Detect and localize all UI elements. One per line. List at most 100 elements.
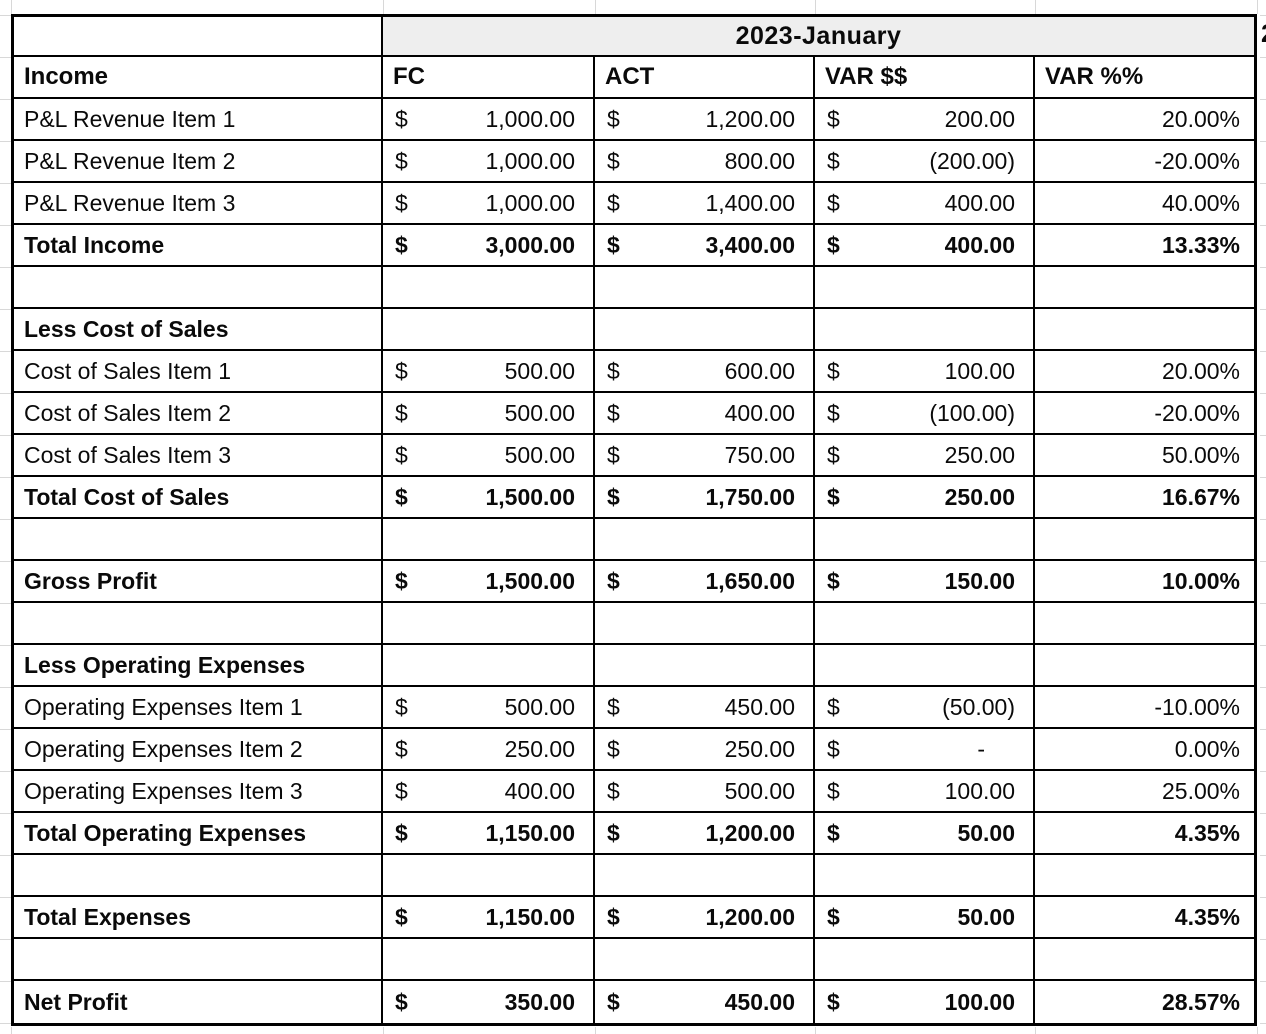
- cell-var-dollar-value[interactable]: $50.00: [815, 813, 1035, 855]
- cell-var-dollar-value[interactable]: [815, 645, 1035, 687]
- cell-var-percent-value[interactable]: 20.00%: [1035, 351, 1254, 393]
- cell-row-label[interactable]: Operating Expenses Item 3: [14, 771, 383, 813]
- cell-fc-value[interactable]: [383, 267, 595, 309]
- cell-var-percent-value[interactable]: [1035, 519, 1254, 561]
- cell-row-label[interactable]: Operating Expenses Item 2: [14, 729, 383, 771]
- cell-row-label[interactable]: Net Profit: [14, 981, 383, 1023]
- cell-act-value[interactable]: [595, 309, 815, 351]
- column-header-act[interactable]: ACT: [595, 57, 815, 99]
- cell-row-label[interactable]: P&L Revenue Item 1: [14, 99, 383, 141]
- column-header-fc[interactable]: FC: [383, 57, 595, 99]
- cell-fc-value[interactable]: $250.00: [383, 729, 595, 771]
- cell-var-dollar-value[interactable]: $100.00: [815, 981, 1035, 1023]
- cell-row-label[interactable]: [14, 855, 383, 897]
- cell-row-label[interactable]: Cost of Sales Item 3: [14, 435, 383, 477]
- cell-var-dollar-value[interactable]: [815, 519, 1035, 561]
- cell-fc-value[interactable]: $350.00: [383, 981, 595, 1023]
- cell-var-dollar-value[interactable]: $200.00: [815, 99, 1035, 141]
- cell-fc-value[interactable]: $1,150.00: [383, 813, 595, 855]
- cell-var-dollar-value[interactable]: $250.00: [815, 435, 1035, 477]
- cell-row-label[interactable]: Total Expenses: [14, 897, 383, 939]
- cell-var-percent-value[interactable]: -10.00%: [1035, 687, 1254, 729]
- cell-fc-value[interactable]: $1,150.00: [383, 897, 595, 939]
- cell-var-percent-value[interactable]: -20.00%: [1035, 141, 1254, 183]
- column-header-income[interactable]: Income: [14, 57, 383, 99]
- cell-row-label[interactable]: [14, 939, 383, 981]
- cell-fc-value[interactable]: $1,000.00: [383, 141, 595, 183]
- cell-var-dollar-value[interactable]: $150.00: [815, 561, 1035, 603]
- cell-fc-value[interactable]: $1,000.00: [383, 99, 595, 141]
- cell-var-dollar-value[interactable]: $ -: [815, 729, 1035, 771]
- cell-var-percent-value[interactable]: [1035, 603, 1254, 645]
- cell-fc-value[interactable]: [383, 309, 595, 351]
- cell-var-percent-value[interactable]: [1035, 939, 1254, 981]
- cell-var-dollar-value[interactable]: $ (200.00): [815, 141, 1035, 183]
- cell-var-dollar-value[interactable]: [815, 855, 1035, 897]
- cell-var-dollar-value[interactable]: $400.00: [815, 183, 1035, 225]
- cell-fc-value[interactable]: $500.00: [383, 435, 595, 477]
- cell-var-percent-value[interactable]: 40.00%: [1035, 183, 1254, 225]
- cell-var-dollar-value[interactable]: $100.00: [815, 351, 1035, 393]
- cell-row-label[interactable]: [14, 603, 383, 645]
- cell-act-value[interactable]: [595, 267, 815, 309]
- cell-row-label[interactable]: [14, 267, 383, 309]
- cell-var-dollar-value[interactable]: $ (100.00): [815, 393, 1035, 435]
- cell-row-label[interactable]: P&L Revenue Item 2: [14, 141, 383, 183]
- cell-var-percent-value[interactable]: 28.57%: [1035, 981, 1254, 1023]
- cell-var-dollar-value[interactable]: [815, 309, 1035, 351]
- cell-var-dollar-value[interactable]: $100.00: [815, 771, 1035, 813]
- cell-fc-value[interactable]: $500.00: [383, 351, 595, 393]
- cell-row-label[interactable]: Less Operating Expenses: [14, 645, 383, 687]
- month-header-cell[interactable]: 2023-January: [383, 17, 1254, 57]
- cell-var-percent-value[interactable]: [1035, 309, 1254, 351]
- cell-fc-value[interactable]: $1,500.00: [383, 561, 595, 603]
- cell-var-dollar-value[interactable]: [815, 267, 1035, 309]
- cell-row-label[interactable]: Total Income: [14, 225, 383, 267]
- cell-var-dollar-value[interactable]: $ (50.00): [815, 687, 1035, 729]
- corner-cell[interactable]: [14, 17, 383, 57]
- column-header-var-percent[interactable]: VAR %%: [1035, 57, 1254, 99]
- cell-act-value[interactable]: $600.00: [595, 351, 815, 393]
- cell-var-percent-value[interactable]: [1035, 855, 1254, 897]
- cell-row-label[interactable]: [14, 519, 383, 561]
- cell-var-percent-value[interactable]: 16.67%: [1035, 477, 1254, 519]
- cell-var-percent-value[interactable]: [1035, 645, 1254, 687]
- column-header-var-dollar[interactable]: VAR $$: [815, 57, 1035, 99]
- cell-var-dollar-value[interactable]: $250.00: [815, 477, 1035, 519]
- cell-var-percent-value[interactable]: 4.35%: [1035, 813, 1254, 855]
- cell-row-label[interactable]: P&L Revenue Item 3: [14, 183, 383, 225]
- cell-fc-value[interactable]: $1,000.00: [383, 183, 595, 225]
- cell-var-percent-value[interactable]: 10.00%: [1035, 561, 1254, 603]
- cell-act-value[interactable]: $800.00: [595, 141, 815, 183]
- cell-var-percent-value[interactable]: 25.00%: [1035, 771, 1254, 813]
- cell-var-dollar-value[interactable]: $50.00: [815, 897, 1035, 939]
- cell-act-value[interactable]: $400.00: [595, 393, 815, 435]
- cell-fc-value[interactable]: [383, 645, 595, 687]
- cell-act-value[interactable]: $250.00: [595, 729, 815, 771]
- cell-row-label[interactable]: Total Operating Expenses: [14, 813, 383, 855]
- cell-act-value[interactable]: [595, 519, 815, 561]
- cell-act-value[interactable]: [595, 603, 815, 645]
- cell-row-label[interactable]: Gross Profit: [14, 561, 383, 603]
- cell-row-label[interactable]: Less Cost of Sales: [14, 309, 383, 351]
- cell-act-value[interactable]: $750.00: [595, 435, 815, 477]
- cell-var-percent-value[interactable]: 20.00%: [1035, 99, 1254, 141]
- cell-var-percent-value[interactable]: 0.00%: [1035, 729, 1254, 771]
- cell-fc-value[interactable]: $1,500.00: [383, 477, 595, 519]
- cell-act-value[interactable]: $1,750.00: [595, 477, 815, 519]
- cell-act-value[interactable]: $1,200.00: [595, 897, 815, 939]
- cell-row-label[interactable]: Total Cost of Sales: [14, 477, 383, 519]
- cell-act-value[interactable]: $1,200.00: [595, 99, 815, 141]
- cell-act-value[interactable]: $1,200.00: [595, 813, 815, 855]
- cell-act-value[interactable]: $450.00: [595, 687, 815, 729]
- cell-var-percent-value[interactable]: 50.00%: [1035, 435, 1254, 477]
- cell-act-value[interactable]: [595, 855, 815, 897]
- cell-var-percent-value[interactable]: 13.33%: [1035, 225, 1254, 267]
- cell-act-value[interactable]: $500.00: [595, 771, 815, 813]
- cell-var-dollar-value[interactable]: [815, 603, 1035, 645]
- cell-var-dollar-value[interactable]: [815, 939, 1035, 981]
- cell-fc-value[interactable]: $400.00: [383, 771, 595, 813]
- cell-act-value[interactable]: [595, 939, 815, 981]
- cell-var-percent-value[interactable]: [1035, 267, 1254, 309]
- cell-fc-value[interactable]: $3,000.00: [383, 225, 595, 267]
